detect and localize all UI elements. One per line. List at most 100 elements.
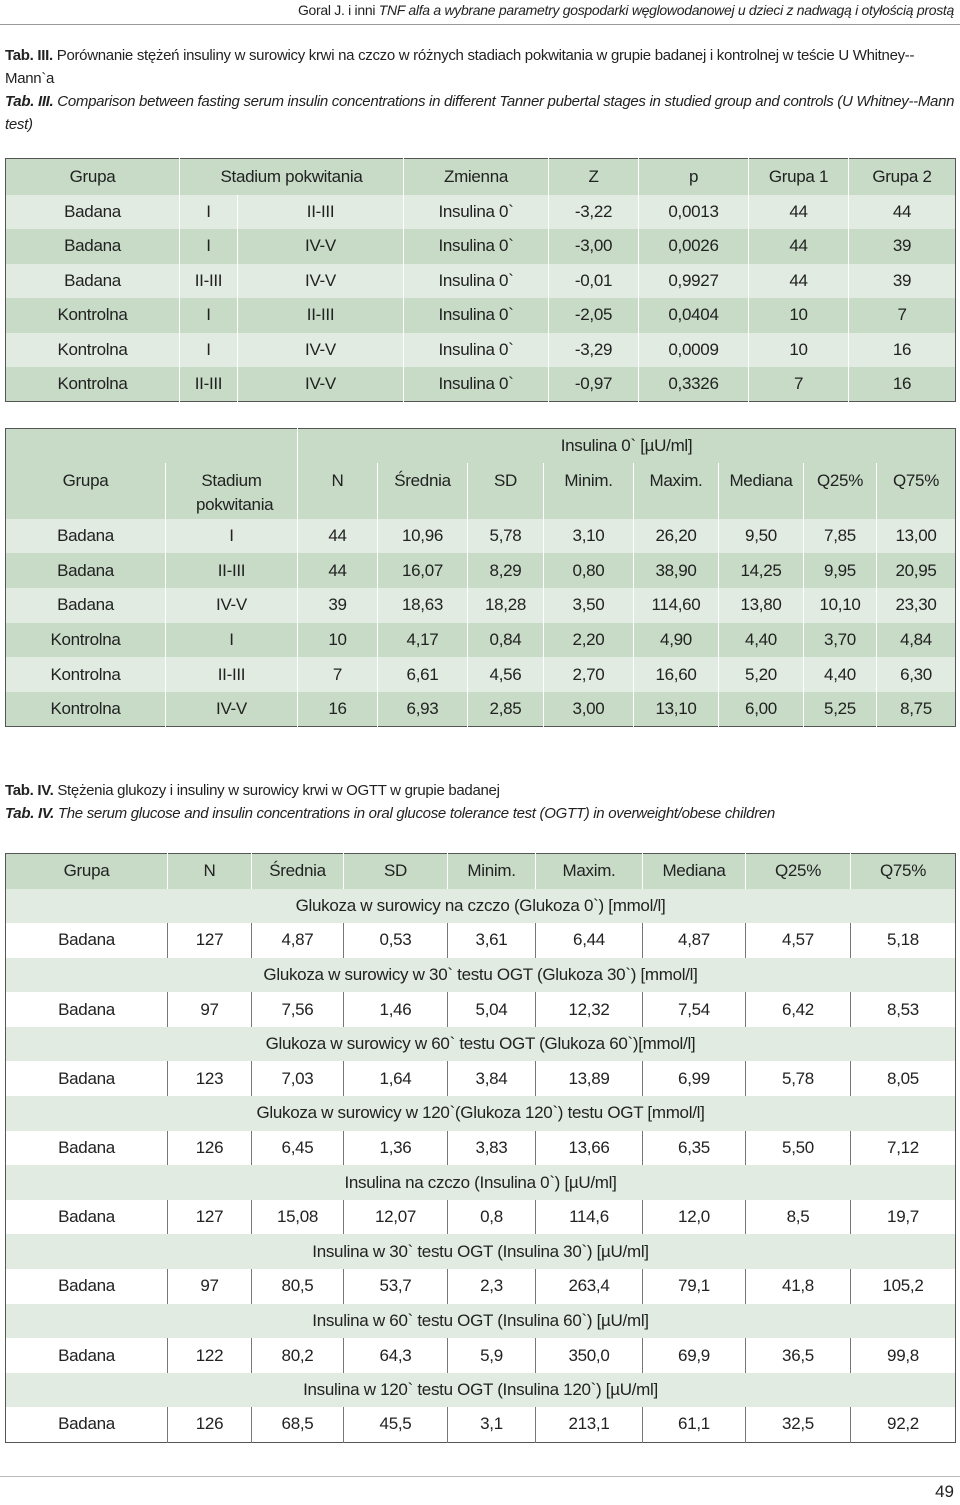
table4-section-title-row: Insulina w 30` testu OGT (Insulina 30`) …: [5, 1234, 956, 1270]
table3b-column-header: Stadium pokwitania: [165, 462, 298, 519]
table3-column-header: Z: [548, 158, 640, 195]
table-cell: 7,03: [251, 1061, 344, 1097]
table-cell: 114,60: [633, 587, 719, 623]
table3b-column-header: Minim.: [543, 462, 634, 519]
table3-descriptive: Insulina 0` [µU/ml] Grupa Stadium pokwitan…: [5, 428, 957, 728]
table-row: Badana II-III IV-V Insulina 0` -0,01 0,9927 44…: [5, 263, 956, 298]
table4-column-header: Maxim.: [535, 853, 643, 889]
table-cell: Badana: [5, 1407, 168, 1442]
table-cell: 10: [297, 622, 378, 658]
table-cell: Badana: [5, 923, 168, 958]
table-cell: 92,2: [850, 1407, 956, 1442]
table-cell: 4,87: [251, 923, 344, 958]
table-row: Kontrolna I IV-V Insulina 0` -3,29 0,0009 10 16: [5, 332, 956, 367]
table-cell: IV-V: [165, 587, 298, 623]
table-cell: 0,80: [543, 553, 634, 588]
table-cell: 79,1: [642, 1269, 746, 1304]
table-cell: 126: [167, 1407, 252, 1442]
table-cell: 97: [167, 1269, 252, 1304]
empty-cell: [5, 428, 298, 463]
table-cell: 5,50: [745, 1130, 851, 1166]
table3b-column-header: N: [297, 462, 378, 519]
table4-section-title-row: Glukoza w surowicy w 120`(Glukoza 120`) …: [5, 1096, 956, 1131]
table3-column-header: Grupa 2: [848, 158, 956, 195]
table4-column-header: Średnia: [251, 853, 344, 889]
table4-section-title: Glukoza w surowicy w 60` testu OGT (Gluk…: [5, 1026, 956, 1062]
table-cell: 20,95: [876, 553, 956, 588]
table-cell: 105,2: [850, 1269, 956, 1304]
table-cell: 0,0013: [638, 194, 750, 229]
table-cell: -3,29: [548, 332, 640, 367]
table-cell: 7,12: [850, 1130, 956, 1166]
table4-section-title-row: Insulina w 60` testu OGT (Insulina 60`) …: [5, 1303, 956, 1339]
table4-caption: Tab. IV. Stężenia glukozy i insuliny w s…: [5, 779, 955, 825]
table-cell: 6,93: [377, 691, 468, 727]
table3b-group-header: Insulina 0` [µU/ml]: [297, 428, 956, 463]
table-cell: 4,40: [803, 657, 877, 692]
table-cell: 5,04: [447, 992, 536, 1027]
table-cell: 3,70: [803, 622, 877, 658]
table3-caption: Tab. III. Porównanie stężeń insuliny w s…: [5, 44, 955, 136]
table-cell: 5,78: [745, 1061, 851, 1097]
table3b-group-header-row: Insulina 0` [µU/ml]: [5, 428, 956, 463]
table-cell: 44: [748, 194, 850, 229]
table-cell: 213,1: [535, 1407, 643, 1442]
table-cell: 10,10: [803, 587, 877, 623]
table-cell: 7,54: [642, 992, 746, 1027]
table-row: Kontrolna II-III 7 6,61 4,56 2,70 16,60 5,20 4,4…: [5, 657, 956, 692]
table-cell: 6,45: [251, 1130, 344, 1166]
table-cell: 13,80: [718, 587, 804, 623]
table-cell: 36,5: [745, 1338, 851, 1373]
table-cell: Insulina 0`: [403, 367, 550, 402]
table-row: Badana 97 7,56 1,46 5,04 12,32 7,54 6,42 8,53: [5, 992, 956, 1027]
table-cell: 13,00: [876, 518, 956, 554]
table-cell: 16,60: [633, 657, 719, 692]
table3-caption-pl: Tab. III. Porównanie stężeń insuliny w s…: [5, 47, 915, 87]
table-row: Badana II-III 44 16,07 8,29 0,80 38,90 14,25 9,9…: [5, 553, 956, 588]
table4-section-title-row: Insulina na czczo (Insulina 0`) [µU/ml]: [5, 1165, 956, 1200]
table-cell: 3,83: [447, 1130, 536, 1166]
table-cell: I: [165, 622, 298, 658]
table-cell: 7: [297, 657, 378, 692]
table-row: Kontrolna IV-V 16 6,93 2,85 3,00 13,10 6,00 5,25…: [5, 691, 956, 727]
table-cell: 23,30: [876, 587, 956, 623]
table4-column-header: N: [167, 853, 252, 889]
table4-column-header: Q25%: [745, 853, 851, 889]
table-row: Badana 97 80,5 53,7 2,3 263,4 79,1 41,8 105,2: [5, 1269, 956, 1304]
table4-section-title: Insulina w 60` testu OGT (Insulina 60`) …: [5, 1303, 956, 1339]
table-cell: 6,61: [377, 657, 468, 692]
table-cell: 4,40: [718, 622, 804, 658]
table-cell: 1,64: [343, 1061, 448, 1097]
table3b-column-header: Q25%: [803, 462, 877, 519]
table-cell: I: [179, 229, 238, 264]
table-cell: 3,10: [543, 518, 634, 554]
table-cell: 16: [848, 367, 956, 402]
table-cell: 9,50: [718, 518, 804, 554]
table-cell: 10: [748, 298, 850, 333]
table-cell: 3,1: [447, 1407, 536, 1442]
table-cell: 3,50: [543, 587, 634, 623]
table4-caption-pl: Tab. IV. Stężenia glukozy i insuliny w s…: [5, 782, 500, 799]
table-cell: Badana: [5, 992, 168, 1027]
table-cell: 3,84: [447, 1061, 536, 1097]
table3b-column-header: SD: [467, 462, 544, 519]
table-cell: 32,5: [745, 1407, 851, 1442]
table3b-header-row: Grupa Stadium pokwitania N Średnia SD Minim. M…: [5, 462, 956, 519]
table3-caption-en: Tab. III. Comparison between fasting ser…: [5, 93, 955, 133]
table-cell: 5,9: [447, 1338, 536, 1373]
table-cell: 12,0: [642, 1199, 746, 1235]
table-cell: Kontrolna: [5, 332, 180, 367]
table-cell: 13,66: [535, 1130, 643, 1166]
table4-ogtt: Grupa N Średnia SD Minim. Maxim. Mediana Q25% Q7…: [5, 853, 956, 1443]
table4-column-header: Mediana: [642, 853, 746, 889]
table3b-column-header: Q75%: [876, 462, 956, 519]
table-cell: 3,00: [543, 691, 634, 727]
table-row: Badana 123 7,03 1,64 3,84 13,89 6,99 5,78 8,05: [5, 1061, 956, 1097]
table-row: Badana 127 4,87 0,53 3,61 6,44 4,87 4,57 5,18: [5, 923, 956, 958]
table-cell: 13,89: [535, 1061, 643, 1097]
table-cell: 0,0009: [638, 332, 750, 367]
table-row: Kontrolna I II-III Insulina 0` -2,05 0,0404 10…: [5, 298, 956, 333]
header-rule: [0, 24, 960, 25]
footer-rule: [0, 1476, 960, 1477]
